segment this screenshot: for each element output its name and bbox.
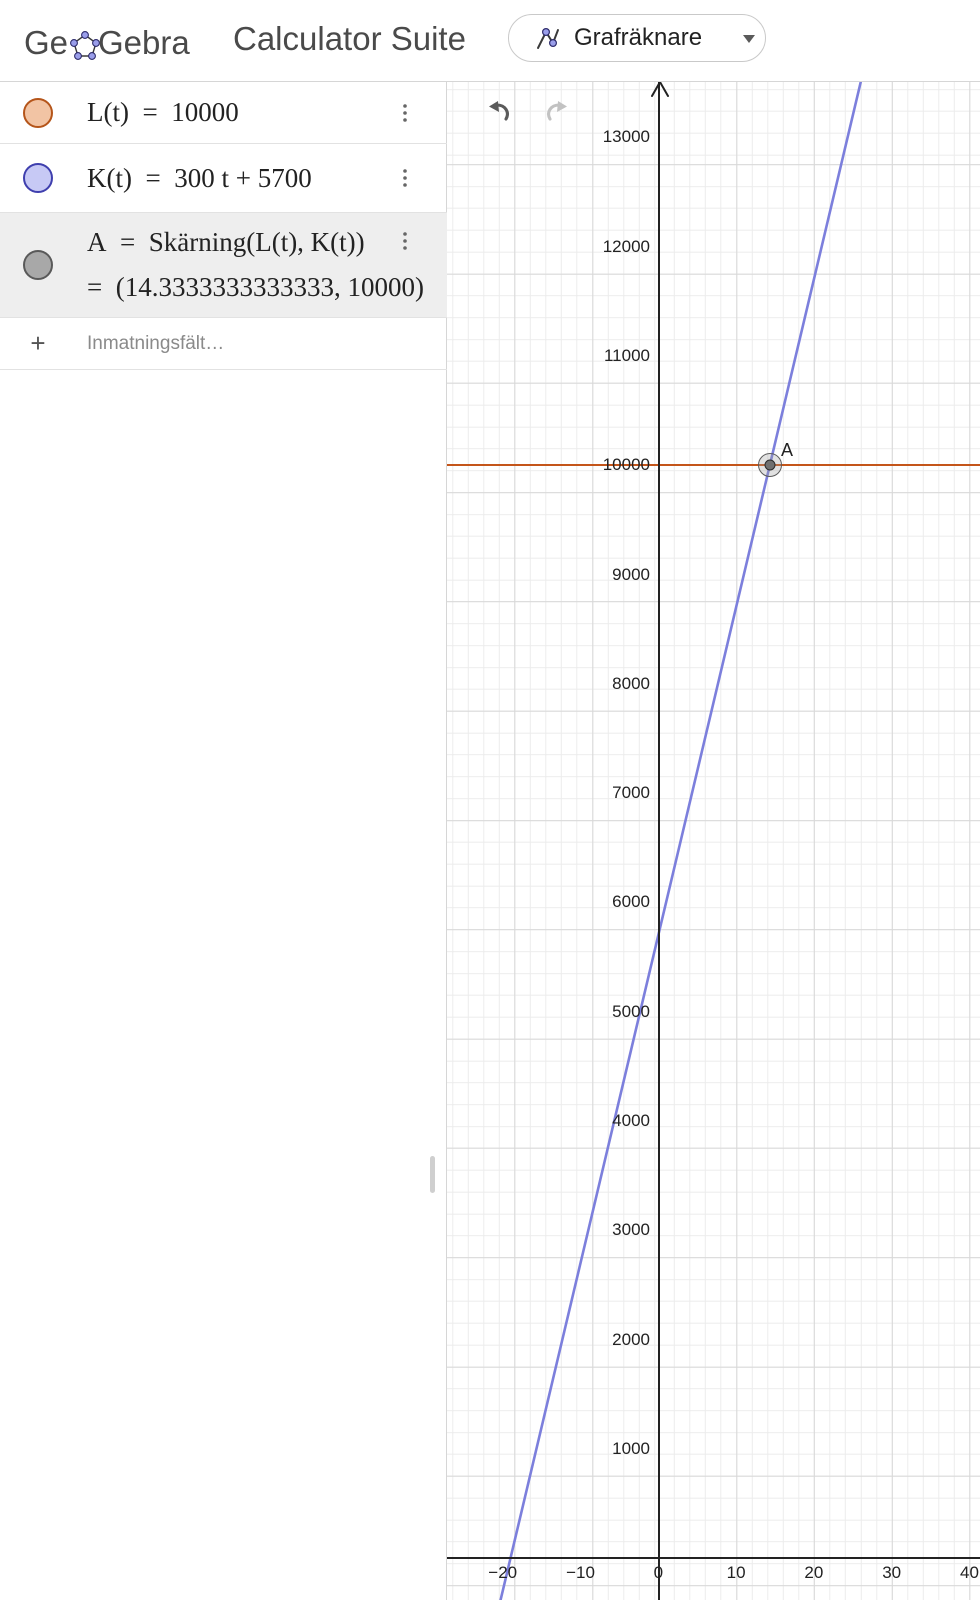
svg-text:Gebra: Gebra [98, 24, 190, 61]
svg-text:Ge: Ge [24, 24, 68, 61]
